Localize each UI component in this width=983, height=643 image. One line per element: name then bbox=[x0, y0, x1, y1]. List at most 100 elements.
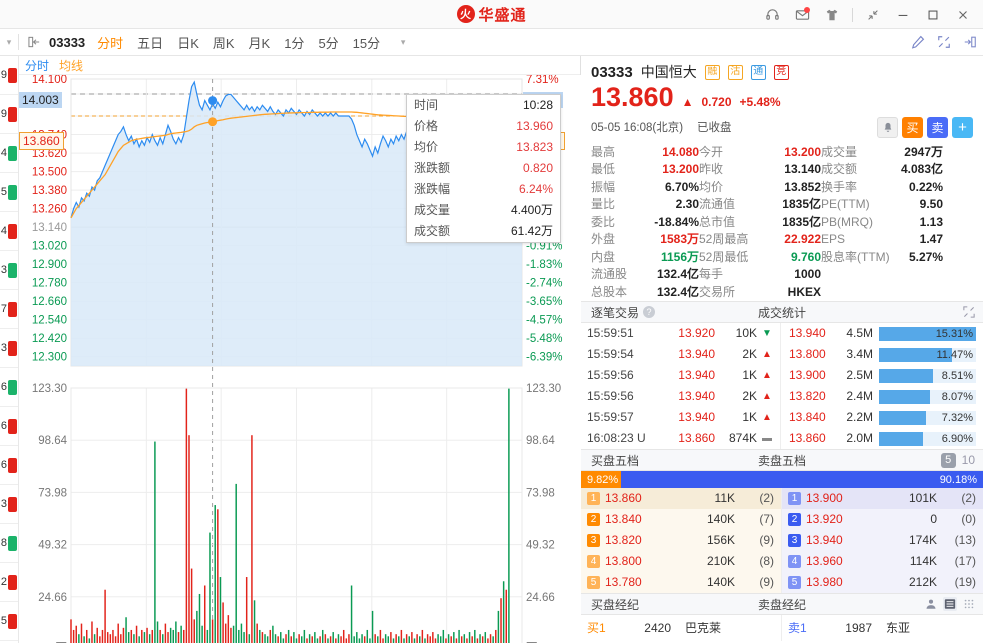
table-row[interactable]: 1 13.900 101K (2) bbox=[782, 488, 983, 510]
intraday-chart[interactable]: 分时 均线 14.1007.31%13.7404.57%13.6203.65%1… bbox=[19, 56, 581, 643]
period-tab-3[interactable]: 周K bbox=[212, 35, 235, 51]
level-price: 13.840 bbox=[605, 512, 642, 527]
list-item[interactable]: 4 bbox=[0, 134, 18, 173]
collapse-icon[interactable] bbox=[859, 0, 887, 29]
close-icon[interactable] bbox=[949, 0, 977, 29]
table-row[interactable]: 2 13.920 0 (0) bbox=[782, 509, 983, 530]
table-row[interactable]: 1 13.860 11K (2) bbox=[581, 488, 781, 510]
expand-icon[interactable] bbox=[963, 306, 975, 318]
headset-icon[interactable] bbox=[758, 0, 786, 29]
table-row[interactable]: 3 13.940 174K (13) bbox=[782, 530, 983, 551]
brokers-body: 买1 2420 巴克莱 卖1 1987 东亚 bbox=[581, 615, 983, 642]
list-item[interactable]: 3 bbox=[0, 251, 18, 290]
pencil-icon[interactable] bbox=[911, 35, 925, 49]
stat-value: 1156万 bbox=[660, 249, 699, 264]
alert-bell-icon[interactable] bbox=[877, 116, 898, 138]
list-icon[interactable] bbox=[943, 597, 957, 612]
sell-button[interactable]: 卖 bbox=[927, 116, 948, 138]
watchlist-strip[interactable]: 9 9 4 5 4 3 7 3 6 6 6 3 8 2 5 bbox=[0, 56, 19, 643]
list-item[interactable]: 3 bbox=[0, 329, 18, 368]
watchlist-dropdown-caret[interactable]: ▾ bbox=[6, 36, 12, 47]
minimize-icon[interactable] bbox=[889, 0, 917, 29]
list-item[interactable]: 9 bbox=[0, 95, 18, 134]
level-price: 13.860 bbox=[605, 491, 642, 506]
strip-number: 9 bbox=[0, 108, 7, 120]
buy-button[interactable]: 买 bbox=[902, 116, 923, 138]
grid-icon[interactable] bbox=[963, 598, 975, 610]
trade-stats-list[interactable]: 13.940 4.5M 15.31% 13.800 3.4M 11.47% 13.900 2.… bbox=[781, 323, 982, 449]
fullscreen-icon[interactable] bbox=[937, 35, 951, 49]
chart-svg[interactable]: 14.1007.31%13.7404.57%13.6203.65%13.5002… bbox=[19, 75, 581, 643]
list-item[interactable]: 7 bbox=[0, 290, 18, 329]
table-row[interactable]: 15:59:51 13.920 10K ▼ bbox=[581, 323, 780, 344]
ask-broker-list[interactable]: 卖1 1987 东亚 bbox=[782, 615, 983, 641]
legend-price[interactable]: 分时 bbox=[25, 58, 50, 73]
level-price: 13.940 bbox=[806, 533, 843, 548]
bid-levels[interactable]: 1 13.860 11K (2) 2 13.840 140K (7) 3 13.820 156K (9… bbox=[581, 488, 782, 594]
shirt-icon[interactable] bbox=[818, 0, 846, 29]
period-tab-7[interactable]: 15分 bbox=[352, 35, 381, 51]
table-row[interactable]: 13.860 2.0M 6.90% bbox=[781, 428, 982, 449]
list-item[interactable]: 8 bbox=[0, 524, 18, 563]
list-item[interactable]: 3 bbox=[0, 485, 18, 524]
tick-price: 13.860 bbox=[678, 431, 715, 446]
table-row[interactable]: 15:59:56 13.940 2K ▲ bbox=[581, 386, 780, 407]
period-tab-4[interactable]: 月K bbox=[248, 35, 271, 51]
table-row[interactable]: 13.800 3.4M 11.47% bbox=[781, 344, 982, 365]
bid-ask-ratio-bar: 9.82% 90.18% bbox=[581, 471, 983, 489]
list-item[interactable]: 买1 2420 巴克莱 bbox=[581, 615, 781, 641]
maximize-icon[interactable] bbox=[919, 0, 947, 29]
table-row[interactable]: 4 13.960 114K (17) bbox=[782, 551, 983, 572]
period-tab-2[interactable]: 日K bbox=[177, 35, 199, 51]
list-item[interactable]: 6 bbox=[0, 368, 18, 407]
list-item[interactable]: 6 bbox=[0, 407, 18, 446]
list-item[interactable]: 2 bbox=[0, 563, 18, 602]
table-row[interactable]: 15:59:57 13.940 1K ▲ bbox=[581, 407, 780, 428]
legend-avg[interactable]: 均线 bbox=[59, 58, 84, 73]
list-item[interactable]: 9 bbox=[0, 56, 18, 95]
depth-5-button[interactable]: 5 bbox=[940, 452, 956, 468]
table-row[interactable]: 13.940 4.5M 15.31% bbox=[781, 323, 982, 344]
bid-broker-list[interactable]: 买1 2420 巴克莱 bbox=[581, 615, 782, 642]
period-tab-1[interactable]: 五日 bbox=[137, 35, 164, 51]
ask-levels[interactable]: 1 13.900 101K (2) 2 13.920 0 (0) 3 13.940 174K (13)… bbox=[782, 488, 983, 594]
panel-toggle-icon[interactable] bbox=[963, 35, 977, 49]
period-tab-5[interactable]: 1分 bbox=[284, 35, 305, 51]
status-chip bbox=[8, 535, 17, 551]
mail-icon[interactable] bbox=[788, 0, 816, 29]
tooltip-key: 成交额 bbox=[414, 224, 451, 238]
list-item[interactable]: 5 bbox=[0, 602, 18, 641]
person-icon[interactable] bbox=[925, 598, 937, 610]
tick-list[interactable]: 15:59:51 13.920 10K ▼ 15:59:54 13.940 2K ▲ 15:59… bbox=[581, 323, 781, 450]
table-row[interactable]: 16:08:23 U 13.860 874K ▬ bbox=[581, 428, 780, 449]
tick-time: 16:08:23 U bbox=[587, 431, 646, 446]
period-tab-0[interactable]: 分时 bbox=[97, 35, 124, 51]
list-item[interactable]: 4 bbox=[0, 212, 18, 251]
table-row[interactable]: 15:59:54 13.940 2K ▲ bbox=[581, 344, 780, 365]
table-row[interactable]: 13.900 2.5M 8.51% bbox=[781, 365, 982, 386]
table-row[interactable]: 15:59:56 13.940 1K ▲ bbox=[581, 365, 780, 386]
depth-10-button[interactable]: 10 bbox=[961, 453, 975, 468]
table-row[interactable]: 2 13.840 140K (7) bbox=[581, 509, 781, 530]
table-row[interactable]: 4 13.800 210K (8) bbox=[581, 551, 781, 572]
tooltip-key: 均价 bbox=[414, 140, 439, 154]
chart-canvas[interactable]: 14.1007.31%13.7404.57%13.6203.65%13.5002… bbox=[19, 75, 581, 643]
pin-icon[interactable] bbox=[27, 36, 42, 49]
list-item[interactable]: 6 bbox=[0, 446, 18, 485]
period-more-caret[interactable]: ▾ bbox=[400, 36, 406, 47]
table-row[interactable]: 5 13.980 212K (19) bbox=[782, 572, 983, 593]
table-row[interactable]: 13.840 2.2M 7.32% bbox=[781, 407, 982, 428]
period-tab-6[interactable]: 5分 bbox=[318, 35, 339, 51]
stat-percent: 8.51% bbox=[941, 369, 973, 382]
list-item[interactable]: 卖1 1987 东亚 bbox=[782, 615, 983, 641]
table-row[interactable]: 13.820 2.4M 8.07% bbox=[781, 386, 982, 407]
add-button[interactable]: + bbox=[952, 116, 973, 138]
question-icon[interactable]: ? bbox=[643, 306, 656, 319]
bid-broker-num: 2420 bbox=[644, 621, 671, 636]
strip-number: 6 bbox=[0, 459, 7, 471]
list-item[interactable]: 5 bbox=[0, 173, 18, 212]
tick-time: 15:59:56 bbox=[587, 389, 634, 404]
table-row[interactable]: 5 13.780 140K (9) bbox=[581, 572, 781, 593]
stat-value: 5.27% bbox=[908, 249, 943, 264]
table-row[interactable]: 3 13.820 156K (9) bbox=[581, 530, 781, 551]
